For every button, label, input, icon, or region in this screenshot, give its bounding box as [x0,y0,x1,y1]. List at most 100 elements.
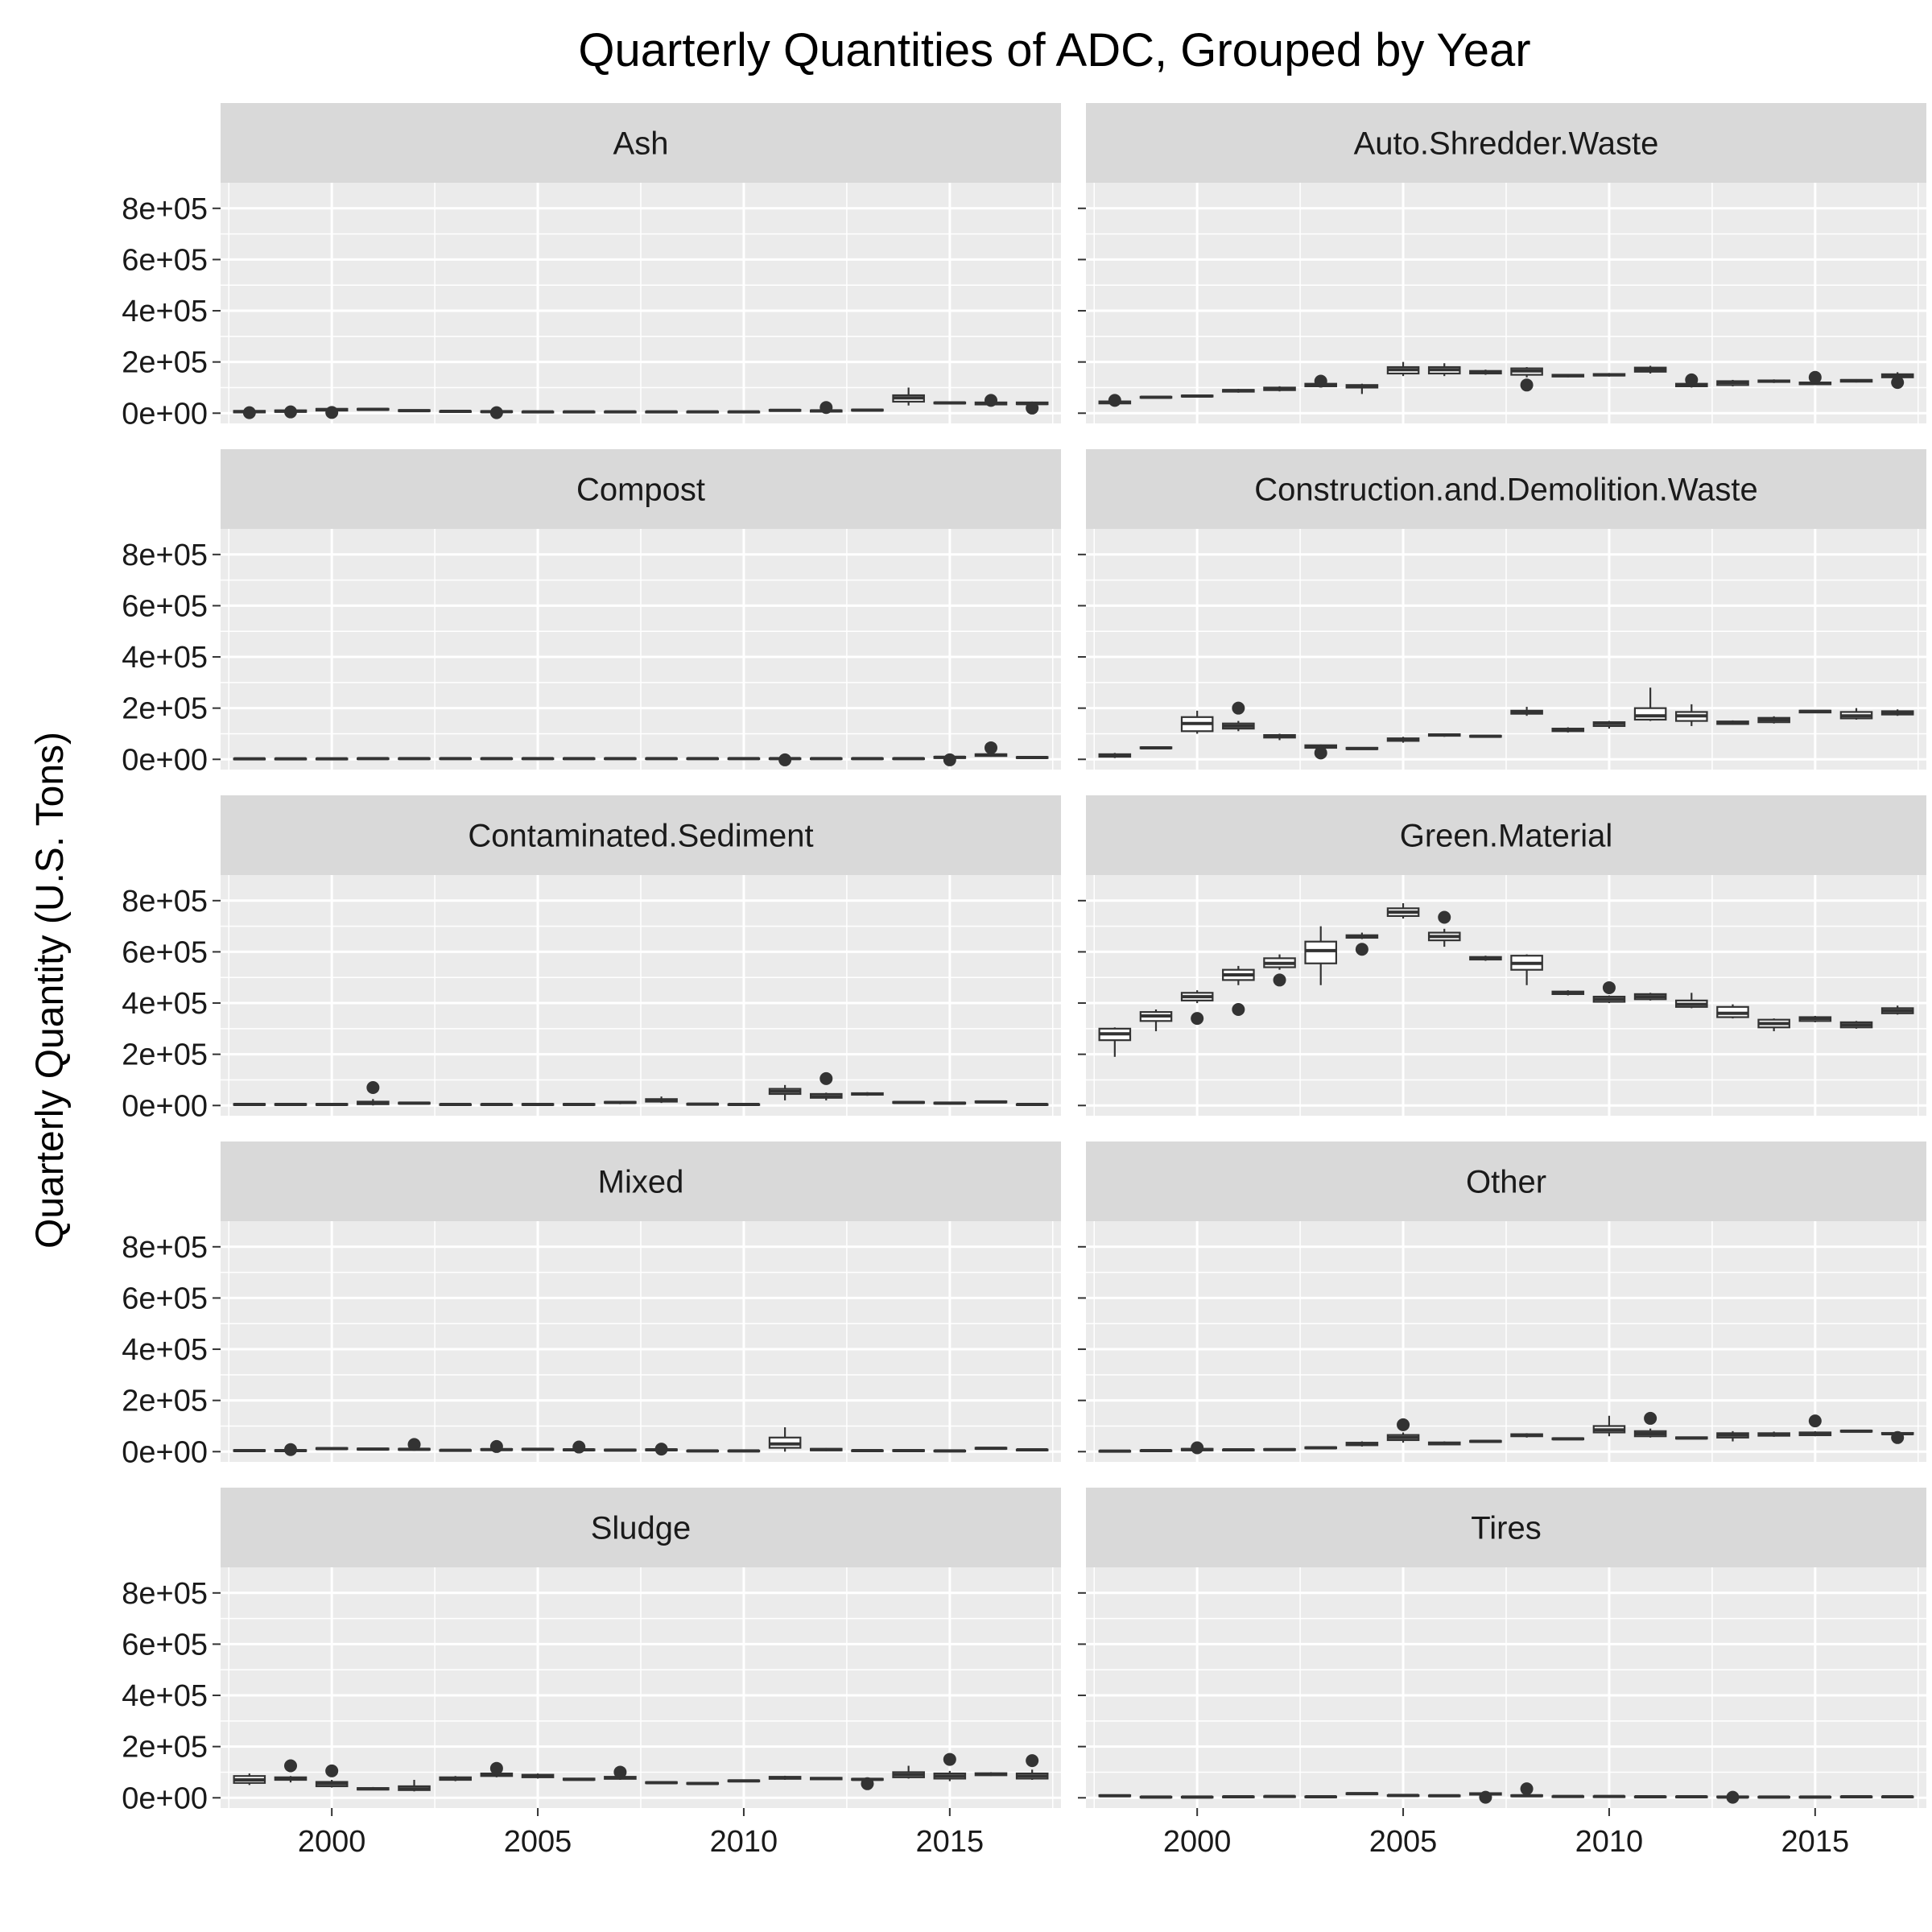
box-2009 [1553,1796,1583,1797]
outlier-point [943,753,956,766]
box-2014 [1758,716,1789,724]
box-2017 [1017,1449,1047,1450]
y-tick-label: 8e+05 [122,885,208,919]
y-tick-label: 0e+00 [122,743,208,777]
box-2003 [440,758,471,759]
box-1999 [1141,1797,1171,1798]
box-2013 [852,1092,882,1096]
facet-construction-and-demolition-waste: Construction.and.Demolition.Waste [1078,449,1926,770]
facet-strip-label: Tires [1471,1511,1541,1546]
outlier-point [1315,375,1327,388]
outlier-point [490,407,503,419]
outlier-point [325,406,338,419]
x-tick-label: 2010 [1575,1825,1644,1859]
box-2005 [522,758,553,759]
outlier-point [1891,376,1904,389]
y-tick-label: 4e+05 [122,641,208,675]
box-2004 [1347,747,1377,749]
y-axis: 0e+00 2e+05 4e+05 6e+05 8e+05 [122,1231,221,1469]
box-2014 [893,1450,923,1452]
outlier-point [1026,1754,1038,1767]
box-2013 [1717,380,1748,386]
box-2009 [1553,374,1583,378]
y-tick-label: 8e+05 [122,539,208,572]
facet-strip-label: Contaminated.Sediment [468,819,813,854]
y-tick-label: 6e+05 [122,1628,208,1662]
box-2001 [357,408,388,411]
outlier-point [819,1072,832,1085]
outlier-point [655,1443,668,1455]
box-2000 [1182,395,1212,398]
y-tick-label: 0e+00 [122,397,208,431]
outlier-point [1397,1418,1410,1431]
box-2001 [1223,389,1253,393]
outlier-point [490,1440,503,1453]
box-2007 [605,1101,635,1104]
box-2015 [1800,1431,1831,1436]
box-2004 [1347,1442,1377,1447]
outlier-point [1232,1003,1245,1016]
outlier-point [1603,981,1616,994]
facet-strip-label: Other [1466,1165,1546,1200]
box-2017 [1882,1796,1913,1797]
facet-strip-label: Construction.and.Demolition.Waste [1254,473,1757,508]
box-2009 [1553,990,1583,995]
box-2001 [1223,1796,1253,1797]
box-2013 [852,1450,882,1451]
y-axis [1078,208,1086,413]
box-1999 [1141,746,1171,749]
box-2011 [1635,365,1666,374]
box-2017 [1017,757,1047,759]
y-tick-label: 4e+05 [122,987,208,1021]
y-tick-label: 2e+05 [122,692,208,726]
outlier-point [1726,1791,1739,1804]
outlier-point [819,401,832,414]
outlier-point [943,1753,956,1766]
facet-other: Other [1078,1141,1926,1462]
outlier-point [1891,1431,1904,1444]
y-axis [1078,1593,1086,1798]
box-iqr [1306,942,1336,964]
y-tick-label: 2e+05 [122,1038,208,1072]
box-1998 [234,1104,265,1106]
y-tick-label: 0e+00 [122,1435,208,1469]
y-tick-label: 6e+05 [122,935,208,969]
box-1999 [275,758,306,759]
x-tick-label: 2010 [710,1825,778,1859]
outlier-point [1356,943,1368,956]
box-2001 [357,758,388,759]
box-1999 [1141,396,1171,398]
box-2006 [1429,733,1459,737]
outlier-point [985,394,997,407]
box-2009 [687,1782,718,1785]
box-2010 [1594,1796,1624,1797]
box-2015 [1800,1016,1831,1022]
box-2009 [687,1103,718,1105]
x-tick-label: 2000 [1163,1825,1232,1859]
box-2007 [1470,956,1501,960]
box-2009 [687,411,718,412]
facet-sludge: Sludge0e+002e+054e+056e+058e+052000 2005 2… [122,1488,1061,1859]
y-axis-label: Quarterly Quantity (U.S. Tons) [29,732,72,1249]
box-2001 [1223,1449,1253,1450]
box-1998 [234,1773,265,1785]
box-2006 [564,1777,594,1780]
outlier-point [490,1762,503,1775]
box-2015 [1800,1797,1831,1798]
y-tick-label: 0e+00 [122,1089,208,1123]
y-tick-label: 2e+05 [122,1385,208,1418]
box-1998 [234,1450,265,1452]
y-tick-label: 8e+05 [122,1231,208,1265]
y-tick-label: 4e+05 [122,1679,208,1713]
outlier-point [366,1081,379,1094]
y-tick-label: 8e+05 [122,192,208,226]
box-2000 [1182,1797,1212,1798]
facet-mixed: Mixed0e+002e+054e+056e+058e+05 [122,1141,1061,1469]
box-2016 [1841,1796,1872,1797]
box-2005 [522,1104,553,1106]
box-2014 [893,1101,923,1104]
y-tick-label: 6e+05 [122,243,208,277]
outlier-point [1026,402,1038,415]
outlier-point [572,1441,585,1454]
y-tick-label: 4e+05 [122,295,208,328]
